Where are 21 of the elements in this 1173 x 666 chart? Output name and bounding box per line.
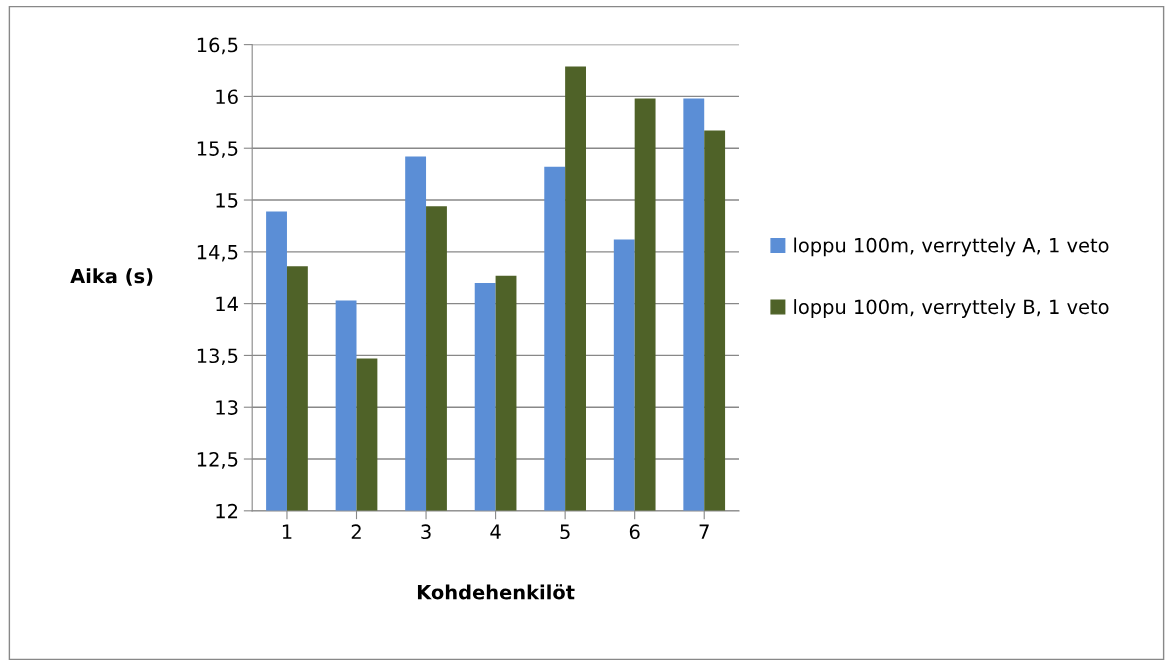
x-tick-label: 3 (421, 524, 431, 540)
x-axis-title: Kohdehenkilöt (417, 584, 575, 600)
y-tick-label: 13 (216, 400, 238, 415)
y-tick-label: 16,5 (197, 37, 238, 55)
x-tick-label: 6 (629, 524, 640, 540)
y-axis-title: Aika (s) (70, 268, 153, 286)
y-tick-label: 12,5 (197, 451, 238, 469)
x-tick-label: 7 (699, 524, 709, 539)
y-tick-label: 15 (216, 193, 238, 208)
x-tick-label: 5 (560, 524, 570, 540)
legend-label: loppu 100m, verryttely A, 1 veto (794, 237, 1109, 257)
x-tick-label: 2 (351, 524, 361, 539)
legend-label: loppu 100m, verryttely B, 1 veto (794, 299, 1109, 318)
x-tick-label: 1 (282, 524, 292, 539)
y-tick-label: 14,5 (197, 245, 238, 262)
x-tick-label: 4 (490, 524, 501, 539)
y-tick-label: 13,5 (197, 348, 238, 366)
y-tick-label: 16 (216, 89, 238, 105)
y-tick-label: 14 (216, 296, 238, 312)
y-tick-label: 15,5 (197, 141, 238, 158)
y-tick-label: 12 (216, 503, 238, 519)
